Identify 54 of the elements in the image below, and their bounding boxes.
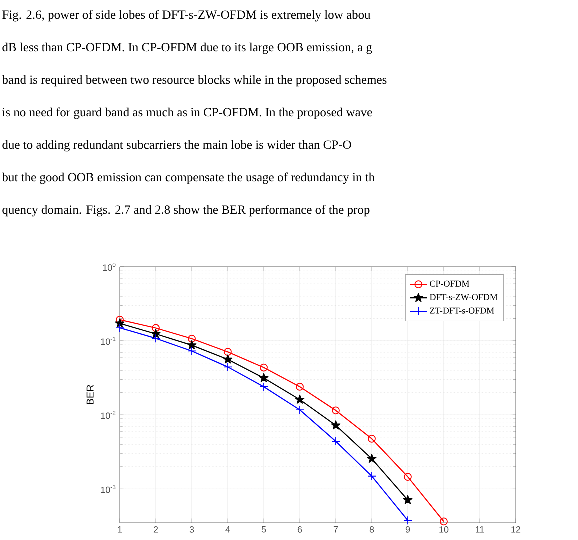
point: [224, 348, 232, 356]
y-tick-label: 10$^{0}$: [103, 262, 116, 272]
point: [152, 334, 160, 344]
legend-label: CP-OFDM: [430, 280, 470, 287]
y-tick-label: 10$^{-3}$: [101, 485, 116, 494]
x-tick-label: 12: [512, 526, 521, 533]
text: band is required between two resource blocks while in the proposed schemes: [2, 75, 387, 87]
text: quency domain. Figs. 2.7 and 2.8 show the BER performance of the prop: [2, 205, 370, 217]
x-tick-label: 6: [298, 526, 302, 533]
x-tick-label: 9: [406, 526, 410, 533]
point: [296, 406, 304, 415]
text: is no need for guard band as much as in CP-OFDM. In the proposed wave: [2, 108, 372, 120]
point: [260, 364, 268, 372]
point: [331, 420, 341, 430]
point: [367, 454, 377, 464]
point: [116, 324, 124, 332]
x-tick-label: 8: [370, 526, 374, 533]
point: [296, 383, 304, 391]
point: [152, 324, 160, 332]
point: [151, 329, 161, 338]
y-tick-label: 10$^{-1}$: [101, 337, 116, 346]
text: dB less than CP-OFDM. In CP-OFDM due to its large OOB emission, a g: [2, 42, 372, 54]
point: [224, 362, 232, 372]
point: [223, 354, 233, 364]
y-tick-label: 10$^{-2}$: [101, 411, 116, 420]
point: [332, 406, 340, 415]
point: [188, 346, 196, 356]
x-tick-label: 1: [118, 526, 122, 533]
caption: Fig. 2.6, power of side lobes of DFT-s-ZW-OFDM is extremely low abou: [2, 10, 371, 22]
point: [295, 394, 305, 404]
x-tick-label: 2: [154, 526, 158, 533]
point: [259, 373, 269, 382]
x-tick-label: 4: [226, 526, 230, 533]
point: [440, 518, 448, 526]
point: [260, 382, 268, 392]
text: but the good OOB emission can compensate the usage of redundancy in th: [2, 172, 375, 184]
point: [187, 340, 197, 350]
x-tick-label: 10: [440, 526, 449, 533]
x-tick-label: 3: [190, 526, 194, 533]
point: [188, 334, 196, 343]
x-tick-label: 5: [262, 526, 266, 533]
point: [404, 473, 412, 481]
x-tick-label: 7: [334, 526, 338, 533]
point: [332, 437, 340, 446]
point: [403, 495, 413, 504]
legend-label: ZT-DFT-s-OFDM: [430, 308, 494, 314]
x-tick-label: 11: [476, 526, 484, 533]
point: [368, 472, 376, 481]
legend-label: DFT-s-ZW-OFDM: [430, 294, 498, 300]
point: [404, 516, 412, 526]
point: [368, 435, 376, 443]
text: due to adding redundant subcarriers the main lobe is wider than CP-O: [2, 140, 352, 152]
y-axis-title: BER: [86, 385, 94, 404]
point: [115, 318, 125, 328]
